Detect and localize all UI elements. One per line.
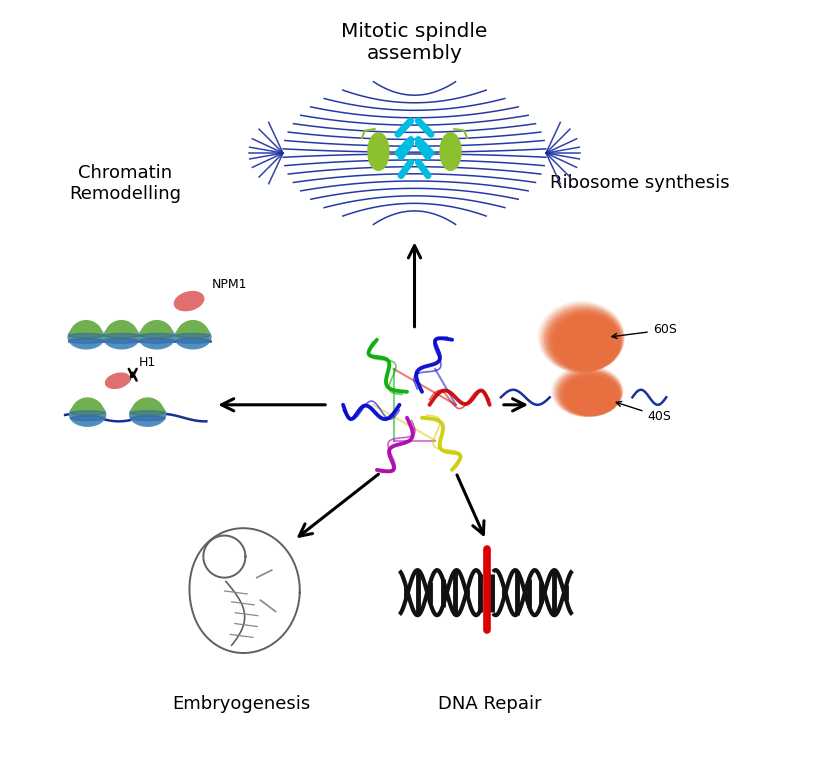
Ellipse shape xyxy=(560,372,619,416)
Ellipse shape xyxy=(551,366,623,417)
Ellipse shape xyxy=(130,416,165,421)
Ellipse shape xyxy=(68,326,104,349)
Text: DNA Repair: DNA Repair xyxy=(437,695,541,713)
Wedge shape xyxy=(176,321,209,337)
Wedge shape xyxy=(131,398,164,415)
Ellipse shape xyxy=(70,411,105,416)
Ellipse shape xyxy=(552,367,622,416)
Ellipse shape xyxy=(138,326,175,349)
Ellipse shape xyxy=(69,338,104,343)
Wedge shape xyxy=(70,321,103,337)
Ellipse shape xyxy=(174,291,204,310)
Wedge shape xyxy=(105,321,137,337)
Ellipse shape xyxy=(540,304,623,372)
Ellipse shape xyxy=(129,403,166,426)
Ellipse shape xyxy=(558,371,620,416)
Ellipse shape xyxy=(105,373,130,388)
Ellipse shape xyxy=(70,403,105,426)
Wedge shape xyxy=(71,398,104,415)
Ellipse shape xyxy=(440,132,460,170)
Text: 40S: 40S xyxy=(615,401,671,423)
Text: 60S: 60S xyxy=(611,323,676,338)
Ellipse shape xyxy=(546,309,621,371)
Ellipse shape xyxy=(550,313,619,370)
Ellipse shape xyxy=(542,305,623,372)
Ellipse shape xyxy=(563,375,619,415)
Ellipse shape xyxy=(570,381,616,414)
Ellipse shape xyxy=(139,333,174,338)
Ellipse shape xyxy=(537,301,623,373)
Ellipse shape xyxy=(104,338,138,343)
Ellipse shape xyxy=(565,376,618,415)
Ellipse shape xyxy=(558,319,617,369)
Text: H1: H1 xyxy=(139,356,156,369)
Text: NPM1: NPM1 xyxy=(211,278,247,291)
Wedge shape xyxy=(140,321,173,337)
Ellipse shape xyxy=(561,374,619,416)
Ellipse shape xyxy=(566,378,617,414)
Ellipse shape xyxy=(69,333,104,338)
Ellipse shape xyxy=(556,370,620,416)
Ellipse shape xyxy=(568,379,616,414)
Ellipse shape xyxy=(176,333,209,338)
Ellipse shape xyxy=(548,310,620,371)
Ellipse shape xyxy=(175,326,210,349)
Text: Ribosome synthesis: Ribosome synthesis xyxy=(550,174,729,192)
Text: Mitotic spindle
assembly: Mitotic spindle assembly xyxy=(341,21,487,63)
Ellipse shape xyxy=(551,314,619,369)
Ellipse shape xyxy=(544,307,622,372)
Ellipse shape xyxy=(176,338,209,343)
Ellipse shape xyxy=(554,369,621,416)
Text: Embryogenesis: Embryogenesis xyxy=(172,695,310,713)
Ellipse shape xyxy=(139,338,174,343)
Ellipse shape xyxy=(556,318,618,369)
Ellipse shape xyxy=(104,326,139,349)
Ellipse shape xyxy=(70,416,105,421)
Ellipse shape xyxy=(104,333,138,338)
Ellipse shape xyxy=(130,411,165,416)
Ellipse shape xyxy=(560,322,616,368)
Ellipse shape xyxy=(554,316,619,369)
Ellipse shape xyxy=(368,132,388,170)
Text: Chromatin
Remodelling: Chromatin Remodelling xyxy=(69,164,181,203)
